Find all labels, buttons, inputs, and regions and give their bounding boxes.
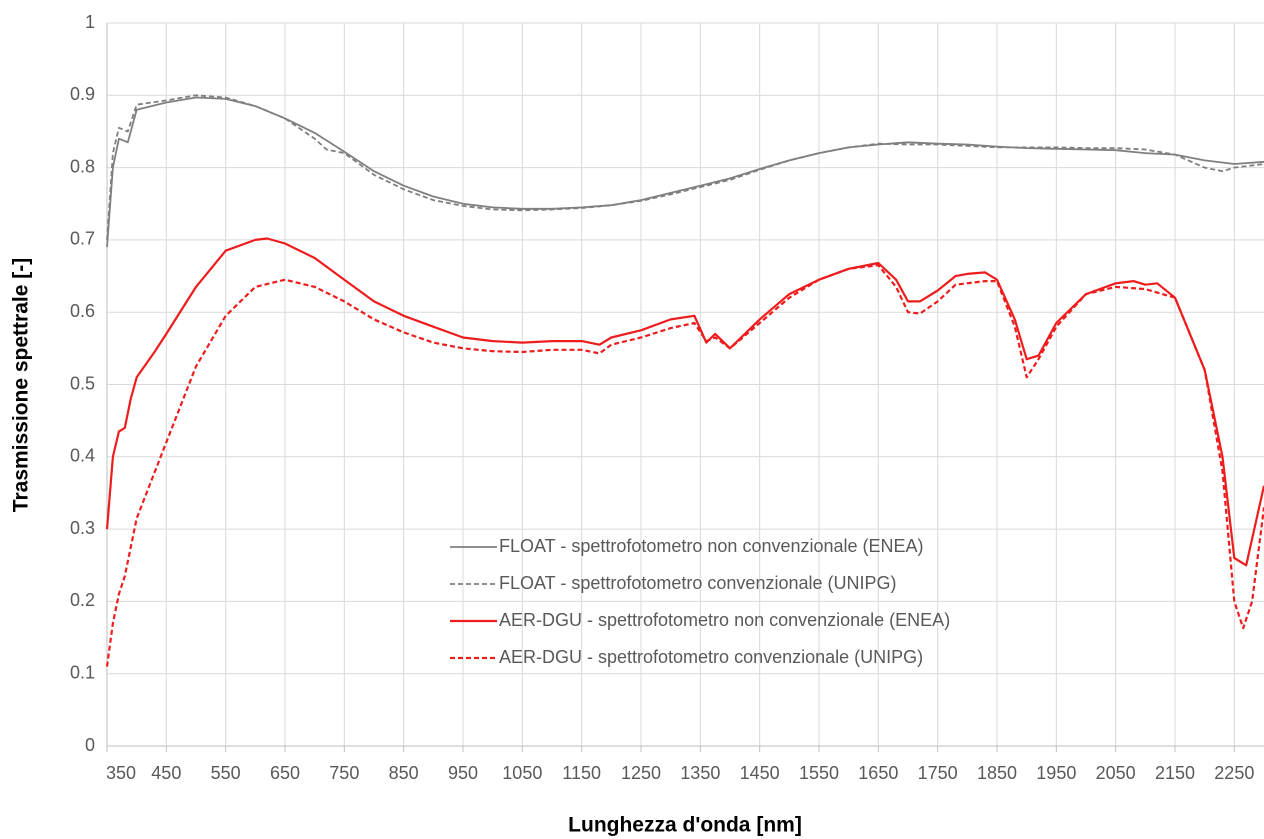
x-tick-label: 1550: [799, 763, 839, 783]
x-tick-label: 1950: [1036, 763, 1076, 783]
x-tick-label: 1250: [621, 763, 661, 783]
x-tick-label: 2250: [1214, 763, 1254, 783]
y-tick-label: 0.8: [70, 156, 95, 176]
x-tick-label: 650: [270, 763, 300, 783]
y-tick-label: 0.2: [70, 590, 95, 610]
x-tick-label: 1350: [680, 763, 720, 783]
x-tick-label: 350: [106, 763, 136, 783]
series-line: [105, 264, 1264, 667]
x-tick-label: 2050: [1096, 763, 1136, 783]
x-tick-label: 2150: [1155, 763, 1195, 783]
legend-label: AER-DGU - spettrofotometro convenzionale…: [499, 647, 923, 667]
x-tick-label: 1650: [858, 763, 898, 783]
x-tick-label: 1450: [740, 763, 780, 783]
series-line: [106, 94, 1264, 240]
y-tick-label: 0.4: [70, 446, 95, 466]
y-tick-label: 0.9: [70, 84, 95, 104]
y-tick-label: 0.7: [70, 229, 95, 249]
y-axis-title: Trasmissione spettrale [-]: [10, 258, 33, 512]
x-tick-label: 1150: [562, 763, 601, 783]
series-line: [105, 237, 1264, 567]
x-tick-label: 450: [151, 763, 181, 783]
x-tick-label: 950: [448, 763, 478, 783]
y-tick-label: 0: [85, 735, 95, 755]
x-tick-label: 850: [389, 763, 419, 783]
y-tick-label: 0.5: [70, 373, 95, 393]
legend-label: FLOAT - spettrofotometro convenzionale (…: [499, 573, 897, 593]
y-tick-label: 0.1: [70, 662, 95, 682]
x-axis-title: Lunghezza d'onda [nm]: [568, 814, 802, 837]
x-tick-label: 750: [329, 763, 359, 783]
x-tick-label: 1850: [977, 763, 1017, 783]
series-line: [106, 96, 1264, 248]
x-tick-label: 1050: [502, 763, 542, 783]
y-tick-label: 1: [85, 12, 95, 32]
x-tick-label: 1750: [918, 763, 958, 783]
x-tick-label: 550: [211, 763, 241, 783]
y-tick-label: 0.3: [70, 518, 95, 538]
legend-label: AER-DGU - spettrofotometro non convenzio…: [499, 610, 950, 630]
y-tick-label: 0.6: [70, 301, 95, 321]
legend-label: FLOAT - spettrofotometro non convenziona…: [499, 536, 924, 556]
